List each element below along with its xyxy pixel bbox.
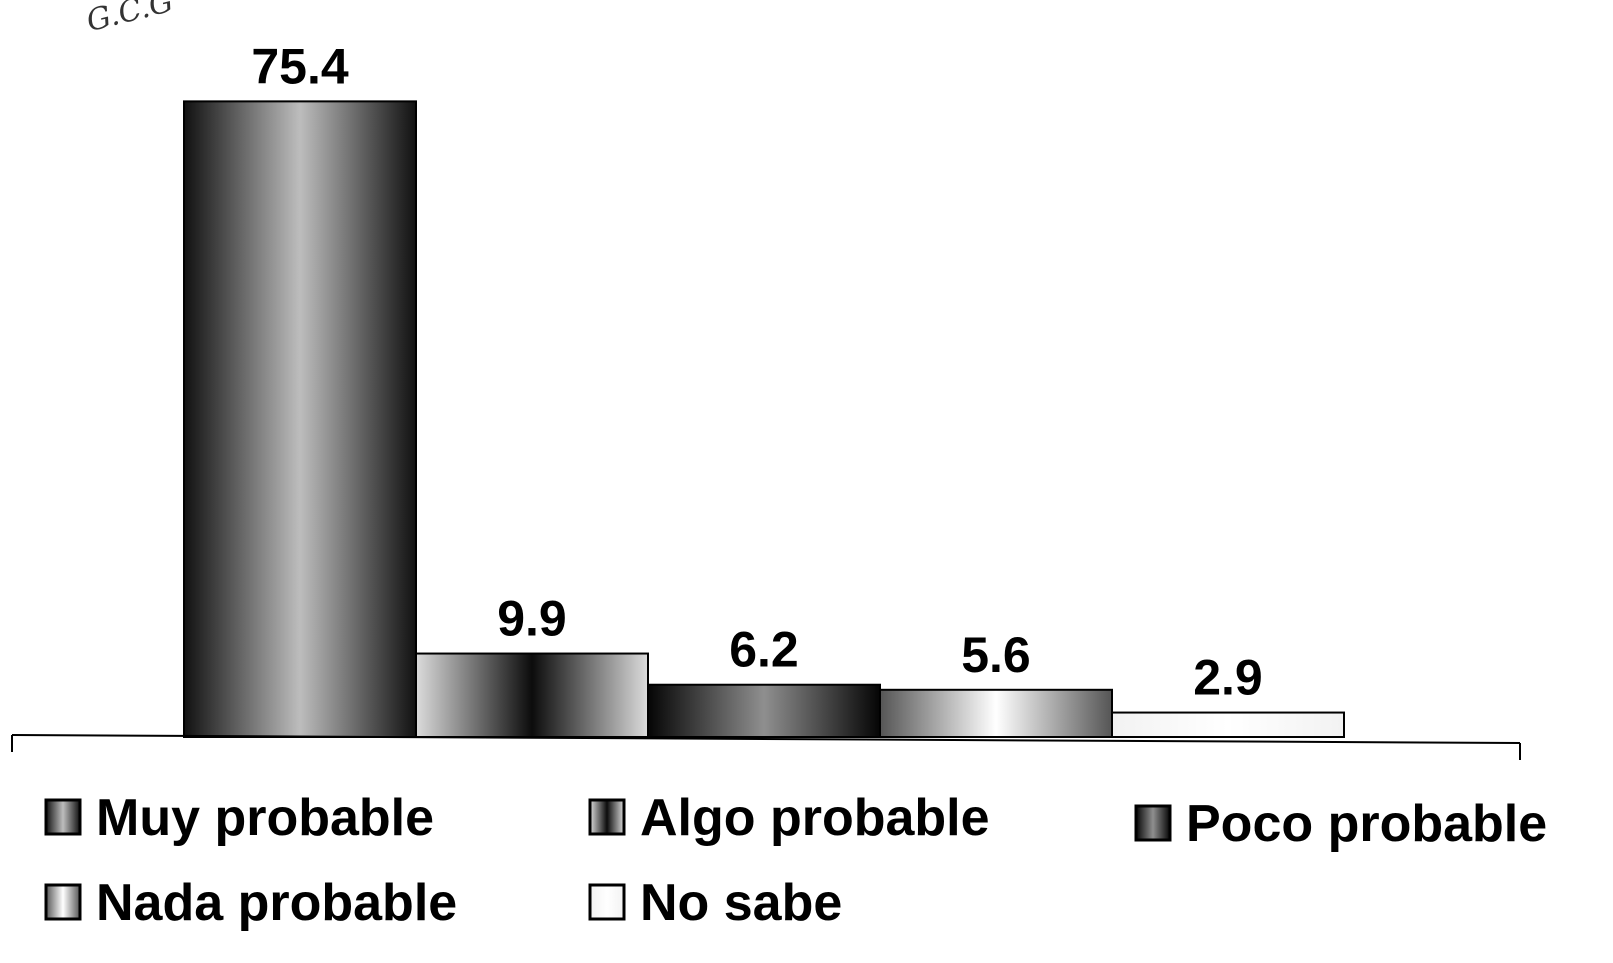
legend-swatch-algo-probable (588, 798, 626, 836)
legend-item-poco-probable: Poco probable (1134, 795, 1547, 853)
bar-no-sabe (1111, 711, 1345, 738)
value-label-poco-probable: 6.2 (729, 622, 799, 678)
bar-algo-probable (415, 652, 649, 739)
legend-label-no-sabe: No sabe (640, 874, 842, 932)
value-label-muy-probable: 75.4 (251, 38, 349, 94)
value-label-nada-probable: 5.6 (961, 627, 1031, 683)
legend-label-muy-probable: Muy probable (96, 789, 434, 847)
legend-swatch-muy-probable (44, 798, 82, 836)
value-labels-group: 75.4 9.9 6.2 5.6 2.9 (251, 38, 1262, 705)
bars-group (183, 100, 1345, 739)
legend-swatch-poco-probable (1134, 804, 1172, 842)
bar-muy-probable (183, 100, 417, 739)
legend-item-nada-probable: Nada probable (44, 874, 457, 932)
x-axis-line (11, 734, 1521, 744)
legend: Muy probable Algo probable Poco probable Na… (44, 789, 1547, 932)
legend-label-nada-probable: Nada probable (96, 874, 457, 932)
legend-label-poco-probable: Poco probable (1186, 795, 1547, 853)
legend-item-no-sabe: No sabe (588, 874, 842, 932)
legend-swatch-nada-probable (44, 883, 82, 921)
legend-item-algo-probable: Algo probable (588, 789, 990, 847)
value-label-no-sabe: 2.9 (1193, 650, 1263, 706)
bar-poco-probable (647, 683, 881, 739)
value-label-algo-probable: 9.9 (497, 591, 567, 647)
legend-item-muy-probable: Muy probable (44, 789, 434, 847)
legend-swatch-no-sabe (588, 883, 626, 921)
bar-nada-probable (879, 688, 1113, 738)
legend-label-algo-probable: Algo probable (640, 789, 990, 847)
